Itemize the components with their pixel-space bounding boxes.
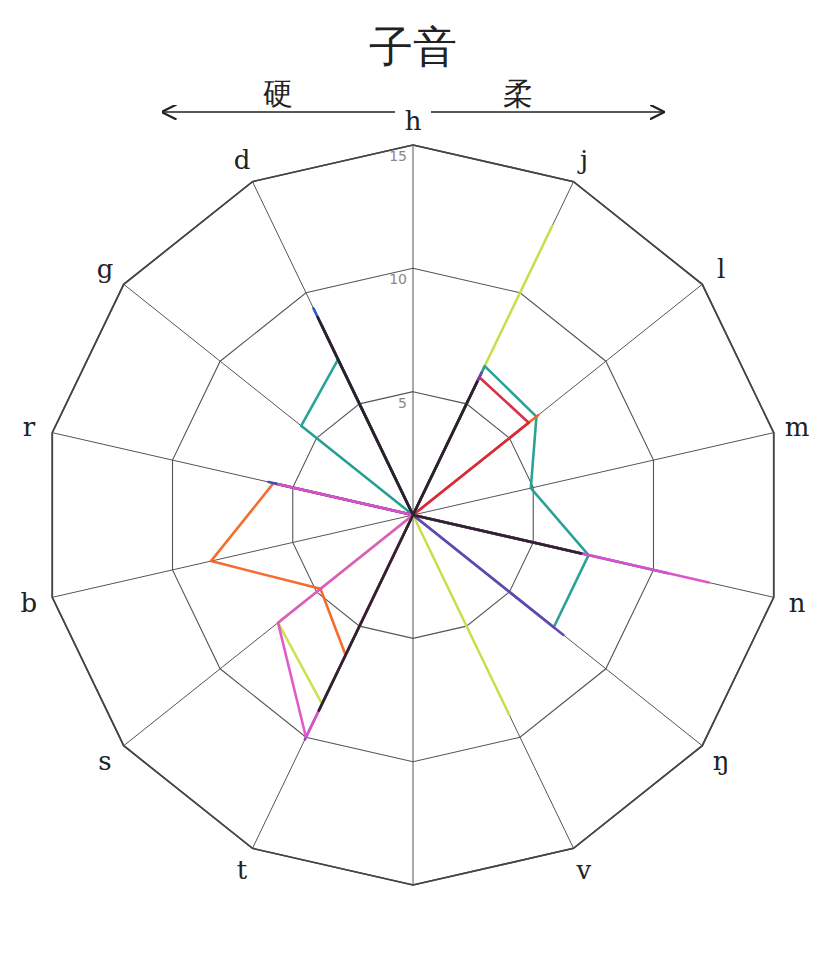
- category-label: r: [23, 412, 36, 442]
- series-line: [269, 308, 668, 573]
- category-label: m: [785, 412, 810, 442]
- category-label: j: [577, 145, 588, 175]
- tick-label: 5: [398, 395, 407, 411]
- spoke: [413, 515, 414, 885]
- arrow: [163, 111, 395, 113]
- category-label: g: [97, 254, 114, 284]
- annotation: 柔: [503, 76, 533, 111]
- category-label: d: [234, 145, 251, 175]
- tick-label: 10: [389, 271, 407, 287]
- spoke: [413, 145, 414, 515]
- axis-line: [52, 145, 773, 885]
- radar: h j l m n ŋ v t s b r g d 5 10 15: [21, 106, 810, 885]
- spoke: [52, 515, 413, 597]
- category-label: h: [405, 106, 422, 136]
- category-label: v: [576, 855, 592, 885]
- series-line: [318, 317, 582, 710]
- spoke: [413, 433, 774, 515]
- category-label: ŋ: [713, 746, 730, 776]
- category-label: s: [98, 746, 111, 776]
- category-label: l: [717, 254, 725, 284]
- category-label: b: [21, 588, 38, 618]
- grid-ring: [52, 145, 773, 885]
- series-line: [278, 484, 709, 737]
- title: 子音: [369, 21, 457, 72]
- series-line: [301, 359, 588, 627]
- category-label: n: [789, 588, 806, 618]
- series-group: [211, 226, 709, 739]
- annotation: 硬: [263, 76, 293, 111]
- series-line: [278, 226, 581, 715]
- series-line: [305, 373, 564, 740]
- tick-label: 15: [389, 148, 407, 164]
- series-line: [211, 322, 538, 655]
- arrow: [431, 111, 663, 113]
- category-label: t: [237, 855, 248, 885]
- chart: h j l m n ŋ v t s b r g d 5 10 15 子音硬 柔: [0, 0, 827, 959]
